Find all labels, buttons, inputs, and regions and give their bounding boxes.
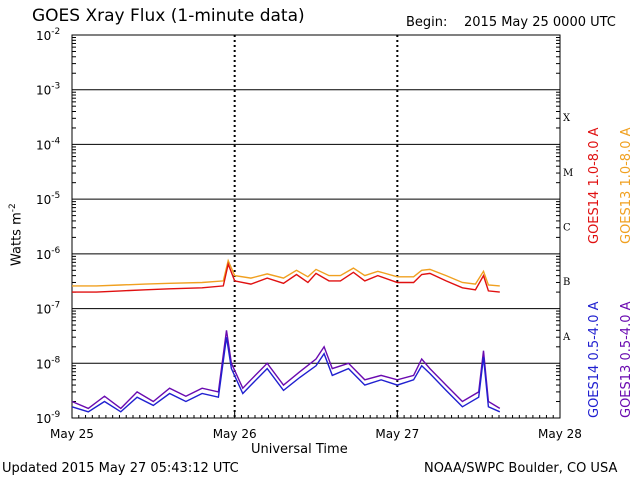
series-line [72, 258, 500, 287]
footer-credit: NOAA/SWPC Boulder, CO USA [424, 461, 618, 476]
flare-class-label: B [563, 277, 570, 288]
y-tick-label: 10-4 [36, 136, 61, 152]
begin-value: 2015 May 25 0000 UTC [464, 15, 616, 30]
legend-entry: GOES13 0.5-4.0 A [619, 301, 634, 418]
y-tick-label: 10-7 [36, 301, 60, 317]
y-tick-label: 10-6 [36, 246, 61, 262]
legend-entry: GOES13 1.0-8.0 A [619, 127, 634, 244]
legend-entry: GOES14 0.5-4.0 A [587, 301, 602, 418]
flare-class-label: A [562, 332, 571, 343]
y-tick-label: 10-9 [36, 410, 61, 426]
x-axis-label: Universal Time [251, 442, 348, 457]
flare-class-label: C [563, 223, 571, 234]
x-tick-label: May 26 [213, 427, 257, 441]
x-tick-label: May 25 [50, 427, 94, 441]
x-tick-label: May 27 [375, 427, 419, 441]
y-tick-label: 10-2 [36, 27, 60, 43]
x-tick-label: May 28 [538, 427, 582, 441]
legend-entry: GOES14 1.0-8.0 A [587, 127, 602, 244]
series-line [71, 330, 501, 410]
chart-title: GOES Xray Flux (1-minute data) [32, 6, 305, 26]
y-tick-label: 10-3 [36, 82, 60, 98]
y-tick-label: 10-5 [36, 191, 60, 207]
flare-class-label: M [563, 168, 573, 179]
series-line [71, 337, 501, 413]
flare-class-label: X [563, 113, 571, 124]
y-tick-label: 10-8 [36, 355, 61, 371]
footer-updated: Updated 2015 May 27 05:43:12 UTC [2, 461, 239, 476]
plot-frame [71, 34, 561, 419]
series-line [72, 261, 500, 293]
begin-label: Begin: [406, 15, 448, 30]
